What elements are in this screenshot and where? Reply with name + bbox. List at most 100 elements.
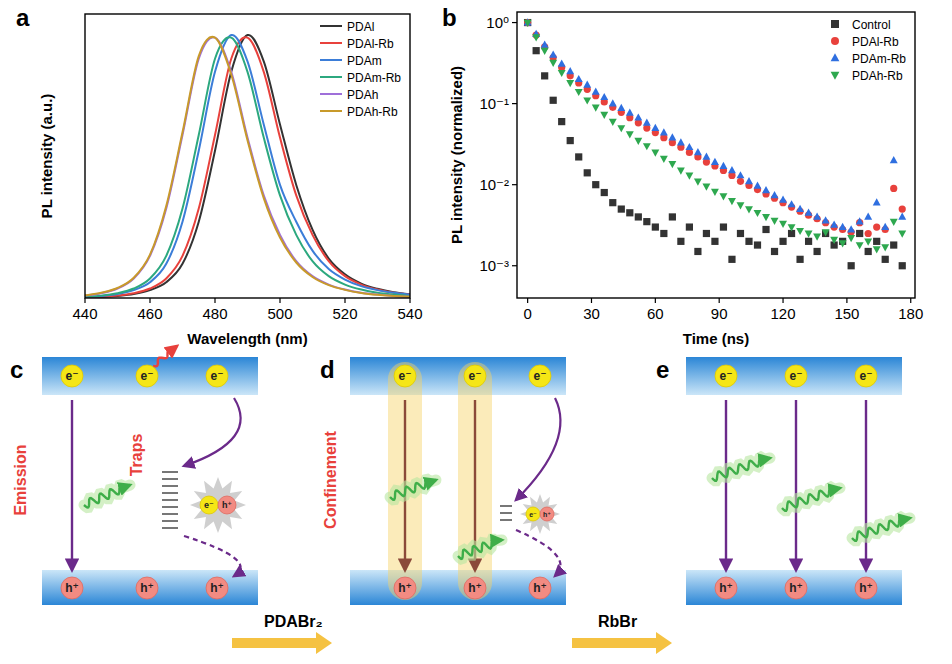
series-line (85, 35, 410, 297)
data-point (626, 209, 633, 216)
x-tick (527, 298, 528, 303)
data-point (541, 72, 548, 79)
data-point (848, 262, 855, 269)
y-axis-title: PL intensity (normalized) (448, 66, 465, 244)
x-tick (344, 298, 345, 303)
hole-label: h⁺ (398, 581, 412, 595)
data-point (643, 143, 651, 150)
x-tick (655, 298, 656, 303)
x-tick-label: 30 (583, 305, 600, 322)
panel-letter: b (442, 4, 457, 31)
legend: ControlPDAl-RbPDAm-RbPDAh-Rb (831, 18, 907, 83)
data-point (779, 196, 787, 203)
electron-label: e⁻ (65, 369, 78, 383)
hole (715, 577, 737, 599)
data-point (549, 51, 557, 58)
data-point (685, 143, 693, 150)
plot-frame (85, 14, 410, 298)
electron (200, 496, 218, 514)
data-point (830, 220, 838, 227)
legend-swatch (831, 72, 840, 80)
data-point (813, 234, 821, 241)
data-point (762, 186, 770, 193)
valence-band (42, 570, 258, 605)
y-axis-title: PL intensity (a.u.) (38, 94, 55, 219)
data-point (864, 213, 872, 220)
background (0, 0, 952, 664)
hole (394, 577, 416, 599)
data-point (533, 47, 540, 54)
legend-label: PDAh-Rb (347, 105, 398, 119)
hole (855, 577, 877, 599)
legend: PDAlPDAl-RbPDAmPDAm-RbPDAhPDAh-Rb (320, 20, 401, 119)
data-point (839, 223, 847, 230)
series-line (85, 37, 410, 296)
hole-label: h⁺ (222, 500, 232, 510)
data-point (873, 223, 880, 230)
panel-letter: a (16, 4, 30, 31)
hole-label: h⁺ (859, 581, 873, 595)
x-tick (279, 298, 280, 303)
x-tick-label: 90 (711, 305, 728, 322)
panel-d: e⁻h⁺e⁻h⁺e⁻h⁺Confinemente⁻h⁺ (322, 357, 566, 605)
electron-label: e⁻ (719, 369, 732, 383)
data-point (703, 230, 710, 237)
photon-glow (852, 517, 910, 541)
process-arrow: PDABr₂ (232, 613, 332, 654)
data-point (575, 89, 583, 96)
trap-level (162, 478, 178, 480)
x-tick-label: 500 (267, 305, 292, 322)
recombination-arrow (725, 400, 727, 570)
electron (529, 365, 551, 387)
data-point (771, 218, 779, 225)
data-point (694, 148, 702, 155)
data-point (754, 181, 762, 188)
legend-label: PDAh-Rb (852, 69, 903, 83)
x-axis-title: Time (ns) (683, 330, 749, 347)
y-tick (512, 103, 517, 104)
hole-label: h⁺ (65, 581, 79, 595)
photon (712, 457, 770, 481)
data-point (660, 128, 668, 135)
data-point (890, 156, 898, 163)
electron (61, 365, 83, 387)
recombination-arrow (71, 400, 73, 570)
photon (782, 487, 840, 511)
data-point (626, 109, 634, 116)
data-point (898, 213, 906, 220)
data-point (660, 156, 668, 163)
data-point (890, 185, 897, 192)
legend-swatch (320, 59, 342, 61)
data-point (618, 205, 625, 212)
data-point (737, 171, 745, 178)
x-tick (84, 298, 85, 303)
trap-level (162, 520, 178, 522)
trap-level (162, 492, 178, 494)
y-tick-label: 10⁰ (486, 14, 509, 31)
data-point (762, 226, 769, 233)
data-point (813, 248, 820, 255)
legend-label: PDAl (347, 20, 374, 34)
data-point (634, 113, 642, 120)
trap-capture-arrow (516, 398, 560, 500)
trap-release-arrow (516, 530, 560, 576)
exciton-confinement (458, 362, 492, 600)
legend-swatch (320, 42, 342, 44)
data-point (600, 93, 608, 100)
legend-label: PDAl-Rb (347, 37, 394, 51)
data-point (881, 244, 889, 251)
data-point (669, 213, 676, 220)
data-point (779, 221, 787, 228)
photon (390, 479, 436, 500)
data-point (634, 138, 642, 145)
legend-swatch (320, 93, 342, 95)
x-tick-label: 60 (647, 305, 664, 322)
photon-glow (712, 457, 770, 481)
trap-level (162, 527, 178, 529)
plot-area (524, 18, 907, 269)
data-point (592, 87, 600, 94)
data-point (754, 210, 762, 217)
trap-level (500, 519, 512, 521)
data-point (711, 189, 719, 196)
data-point (813, 213, 821, 220)
